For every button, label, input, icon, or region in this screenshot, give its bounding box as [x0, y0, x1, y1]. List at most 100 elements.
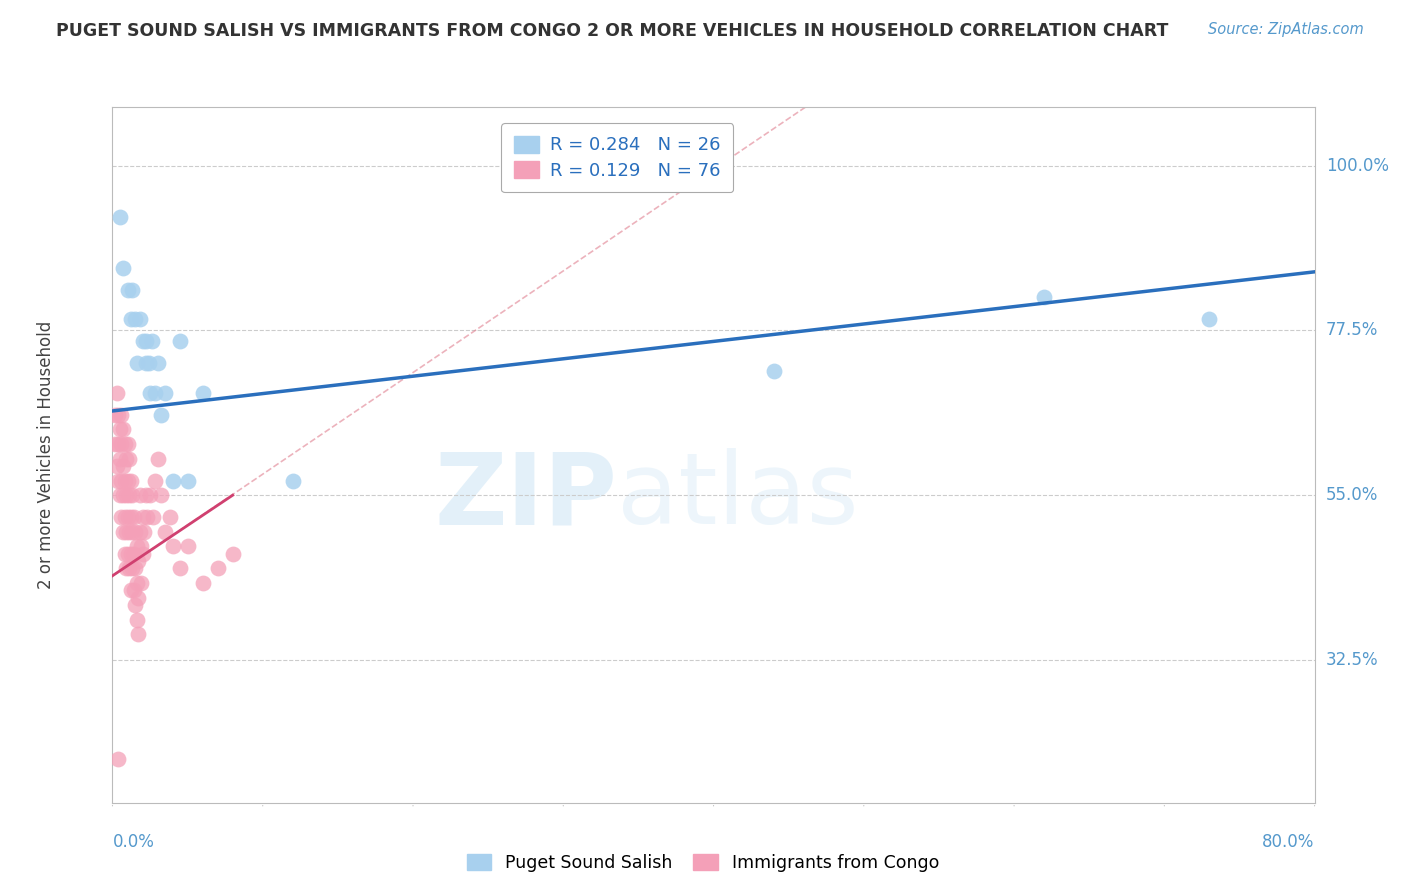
Point: [135, 488, 157, 502]
Point: [124, 524, 146, 539]
Point: [118, 488, 141, 502]
Point: [153, 385, 176, 400]
Point: [117, 474, 139, 488]
Point: [139, 488, 162, 502]
Point: [120, 547, 142, 561]
Text: 77.5%: 77.5%: [1326, 321, 1378, 340]
Point: [125, 613, 148, 627]
Point: [132, 524, 155, 539]
Point: [762, 364, 785, 378]
Point: [176, 540, 198, 554]
Point: [117, 510, 139, 524]
Text: 100.0%: 100.0%: [1326, 157, 1389, 175]
Point: [1198, 312, 1220, 326]
Point: [124, 598, 146, 612]
Point: [115, 561, 138, 575]
Point: [105, 385, 128, 400]
Point: [131, 510, 153, 524]
Point: [143, 385, 166, 400]
Text: ZIP: ZIP: [434, 448, 617, 545]
Point: [128, 312, 150, 326]
Point: [127, 591, 149, 605]
Point: [169, 561, 191, 575]
Point: [176, 474, 198, 488]
Text: 55.0%: 55.0%: [1326, 486, 1378, 504]
Point: [141, 334, 163, 349]
Point: [127, 554, 149, 568]
Point: [107, 474, 129, 488]
Legend: Puget Sound Salish, Immigrants from Congo: Puget Sound Salish, Immigrants from Cong…: [460, 847, 946, 879]
Text: 2 or more Vehicles in Household: 2 or more Vehicles in Household: [38, 321, 55, 589]
Point: [222, 547, 245, 561]
Point: [120, 583, 142, 598]
Point: [118, 561, 141, 575]
Legend: R = 0.284   N = 26, R = 0.129   N = 76: R = 0.284 N = 26, R = 0.129 N = 76: [502, 123, 734, 193]
Point: [118, 451, 141, 466]
Point: [129, 540, 152, 554]
Point: [169, 334, 191, 349]
Point: [117, 283, 139, 297]
Point: [162, 540, 184, 554]
Point: [136, 510, 159, 524]
Point: [191, 576, 214, 591]
Point: [111, 524, 134, 539]
Point: [111, 422, 134, 436]
Point: [122, 583, 145, 598]
Point: [135, 334, 157, 349]
Point: [149, 488, 172, 502]
Point: [128, 488, 150, 502]
Point: [149, 408, 172, 422]
Point: [125, 576, 148, 591]
Point: [115, 451, 138, 466]
Point: [107, 752, 129, 766]
Point: [121, 524, 143, 539]
Point: [114, 547, 136, 561]
Point: [159, 510, 181, 524]
Point: [108, 451, 131, 466]
Point: [146, 356, 169, 370]
Point: [125, 356, 148, 370]
Point: [153, 524, 176, 539]
Point: [108, 488, 131, 502]
Point: [131, 334, 153, 349]
Point: [120, 510, 142, 524]
Point: [135, 356, 157, 370]
Point: [108, 422, 131, 436]
Point: [207, 561, 229, 575]
Point: [121, 283, 143, 297]
Point: [122, 547, 145, 561]
Point: [124, 561, 146, 575]
Point: [107, 437, 129, 451]
Point: [114, 510, 136, 524]
Point: [115, 488, 138, 502]
Point: [108, 210, 131, 224]
Point: [124, 312, 146, 326]
Point: [146, 451, 169, 466]
Text: atlas: atlas: [617, 448, 859, 545]
Point: [117, 437, 139, 451]
Point: [111, 488, 134, 502]
Point: [121, 488, 143, 502]
Point: [127, 627, 149, 641]
Point: [114, 474, 136, 488]
Point: [105, 458, 128, 473]
Point: [104, 408, 127, 422]
Point: [110, 510, 132, 524]
Point: [110, 408, 132, 422]
Text: PUGET SOUND SALISH VS IMMIGRANTS FROM CONGO 2 OR MORE VEHICLES IN HOUSEHOLD CORR: PUGET SOUND SALISH VS IMMIGRANTS FROM CO…: [56, 22, 1168, 40]
Point: [120, 474, 142, 488]
Point: [128, 524, 150, 539]
Text: 0.0%: 0.0%: [112, 833, 155, 851]
Point: [125, 540, 148, 554]
Point: [117, 547, 139, 561]
Point: [111, 261, 134, 276]
Point: [107, 408, 129, 422]
Text: 80.0%: 80.0%: [1263, 833, 1315, 851]
Point: [114, 437, 136, 451]
Point: [111, 458, 134, 473]
Point: [1033, 290, 1056, 304]
Point: [143, 474, 166, 488]
Point: [110, 474, 132, 488]
Point: [281, 474, 304, 488]
Point: [191, 385, 214, 400]
